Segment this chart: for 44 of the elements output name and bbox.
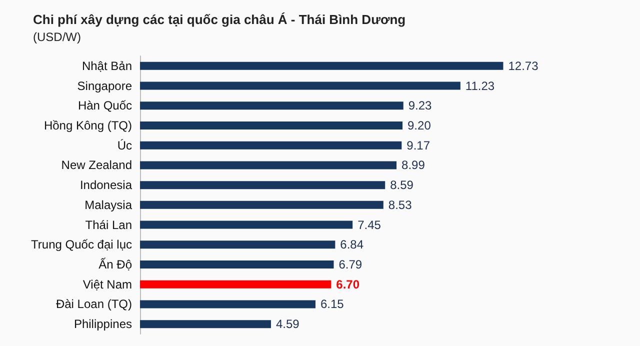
bar	[140, 200, 384, 209]
y-tick-label: New Zealand	[61, 158, 132, 172]
bar	[140, 320, 271, 328]
bar	[140, 220, 353, 229]
data-label: 9.17	[406, 138, 430, 152]
y-tick-label: Singapore	[77, 78, 132, 93]
bar	[140, 280, 332, 288]
bar	[140, 102, 404, 110]
bar	[140, 181, 386, 190]
data-label: 8.59	[390, 178, 414, 192]
data-label: 9.20	[408, 118, 432, 132]
y-tick-label: Trung Quốc đại lục	[31, 238, 132, 252]
y-tick-label: Úc	[117, 138, 132, 152]
data-label: 12.73	[508, 58, 539, 73]
data-label: 6.15	[320, 297, 344, 312]
data-label: 11.23	[465, 78, 495, 93]
y-tick-label: Nhật Bản	[82, 58, 132, 73]
bar	[140, 240, 336, 249]
chart-title: Chi phí xây dựng các tại quốc gia châu Á - Thái Bình Dương	[33, 12, 406, 27]
bar	[140, 300, 316, 308]
bar	[140, 122, 403, 130]
data-label: 9.23	[408, 98, 432, 113]
data-label: 8.53	[388, 198, 412, 212]
bar	[140, 260, 334, 268]
data-label: 6.79	[338, 258, 362, 272]
y-tick-label: Malaysia	[84, 198, 132, 212]
bar	[140, 82, 460, 90]
data-label: 6.84	[340, 238, 364, 252]
data-label: 6.70	[336, 277, 360, 292]
bar	[140, 62, 504, 70]
bar	[140, 141, 402, 150]
chart-subtitle: (USD/W)	[33, 30, 81, 44]
y-tick-label: Philippines	[74, 317, 132, 332]
y-tick-label: Hồng Kông (TQ)	[44, 118, 132, 132]
y-tick-label: Đài Loan (TQ)	[56, 297, 132, 312]
y-tick-label: Hàn Quốc	[78, 98, 132, 113]
data-label: 7.45	[358, 218, 382, 232]
data-label: 4.59	[276, 317, 300, 332]
y-tick-label: Indonesia	[80, 178, 132, 192]
data-label: 8.99	[402, 158, 426, 172]
bar	[140, 161, 397, 170]
y-tick-label: Việt Nam	[82, 277, 132, 292]
y-tick-label: Thái Lan	[85, 218, 132, 232]
y-tick-label: Ấn Độ	[98, 258, 132, 272]
